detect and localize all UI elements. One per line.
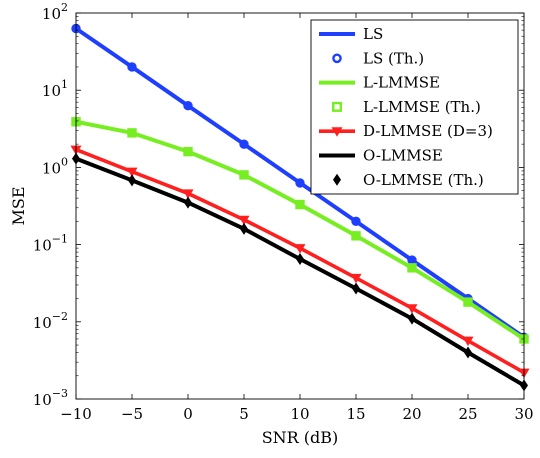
legend-label: LS xyxy=(363,25,383,43)
data-point-o-lmmse-th xyxy=(464,346,472,359)
x-tick-label: 20 xyxy=(402,405,421,423)
data-point-l-lmmse-th xyxy=(127,128,137,138)
legend-label: L-LMMSE (Th.) xyxy=(363,98,481,116)
legend-entry-l-lmmse-th: L-LMMSE (Th.) xyxy=(332,98,481,116)
legend-box xyxy=(310,19,519,195)
y-tick-label: 10−1 xyxy=(33,233,68,255)
data-point-l-lmmse-th xyxy=(351,231,361,241)
y-tick-label: 10−3 xyxy=(33,387,68,409)
data-point-ls-th xyxy=(127,62,137,72)
legend-swatch-marker xyxy=(332,101,343,112)
x-tick-label: −10 xyxy=(60,405,92,423)
data-point-d-lmmse-d-3 xyxy=(350,273,362,284)
x-tick-label: 5 xyxy=(239,405,249,423)
x-tick-label: 10 xyxy=(290,405,309,423)
data-point-ls-th xyxy=(351,216,361,227)
data-point-l-lmmse-th xyxy=(407,263,417,273)
data-point-o-lmmse-th xyxy=(128,174,136,187)
axes: −10 −5 0 5 10 15 20 25 30 10−3 10−2 10−1 100 101 102 xyxy=(33,1,534,423)
data-point-d-lmmse-d-3 xyxy=(182,189,194,199)
legend: LS LS (Th.) L-LMMSE L-LMMSE (Th.) D-LMMSE (D… xyxy=(310,19,519,195)
x-tick-label: 25 xyxy=(458,405,477,423)
legend-label: D-LMMSE (D=3) xyxy=(363,122,493,140)
legend-entry-ls-th: LS (Th.) xyxy=(332,49,424,67)
data-point-ls-th xyxy=(295,178,305,188)
x-tick-label: 30 xyxy=(514,405,533,423)
legend-entry-o-lmmse: O-LMMSE xyxy=(319,147,443,165)
plot-area xyxy=(70,23,530,392)
data-point-o-lmmse-th xyxy=(296,253,304,266)
legend-swatch-marker xyxy=(333,173,341,186)
data-point-l-lmmse-th xyxy=(239,170,249,180)
x-tick-label: 0 xyxy=(183,405,193,423)
legend-entry-d-lmmse-d-3: D-LMMSE (D=3) xyxy=(319,122,493,140)
legend-label: LS (Th.) xyxy=(363,49,424,67)
data-point-l-lmmse-th xyxy=(295,199,305,210)
data-point-d-lmmse-d-3 xyxy=(294,244,306,254)
data-point-o-lmmse-th xyxy=(184,196,192,209)
data-point-l-lmmse-th xyxy=(183,146,193,157)
data-point-ls-th xyxy=(239,139,249,149)
y-tick-label: 102 xyxy=(42,1,68,23)
data-point-ls-th xyxy=(183,100,193,111)
y-tick-label: 10−2 xyxy=(33,310,68,332)
series-o-lmmse-th xyxy=(72,152,528,392)
data-point-d-lmmse-d-3 xyxy=(462,336,474,347)
legend-label: O-LMMSE xyxy=(363,147,443,165)
data-point-o-lmmse-th xyxy=(352,282,360,295)
data-point-d-lmmse-d-3 xyxy=(126,167,138,178)
x-axis-title: SNR (dB) xyxy=(262,428,339,447)
series-d-lmmse-d-3 xyxy=(70,145,530,379)
data-point-o-lmmse-th xyxy=(408,312,416,325)
y-tick-label: 100 xyxy=(42,155,68,177)
y-tick-label: 101 xyxy=(42,78,68,100)
data-point-d-lmmse-d-3 xyxy=(238,215,250,226)
legend-label: O-LMMSE (Th.) xyxy=(363,171,484,189)
data-point-o-lmmse-th xyxy=(240,222,248,235)
x-tick-label: 15 xyxy=(346,405,365,423)
data-point-d-lmmse-d-3 xyxy=(406,304,418,314)
legend-entry-ls: LS xyxy=(319,25,383,43)
data-point-ls-th xyxy=(407,255,417,265)
legend-entry-l-lmmse: L-LMMSE xyxy=(319,74,440,92)
x-tick-label: −5 xyxy=(121,405,143,423)
legend-swatch-marker xyxy=(332,53,342,64)
legend-label: L-LMMSE xyxy=(363,74,440,92)
legend-entry-o-lmmse-th: O-LMMSE (Th.) xyxy=(333,171,484,189)
legend-swatch-marker xyxy=(331,127,343,137)
y-axis-title: MSE xyxy=(9,186,28,225)
data-point-l-lmmse-th xyxy=(463,297,473,307)
